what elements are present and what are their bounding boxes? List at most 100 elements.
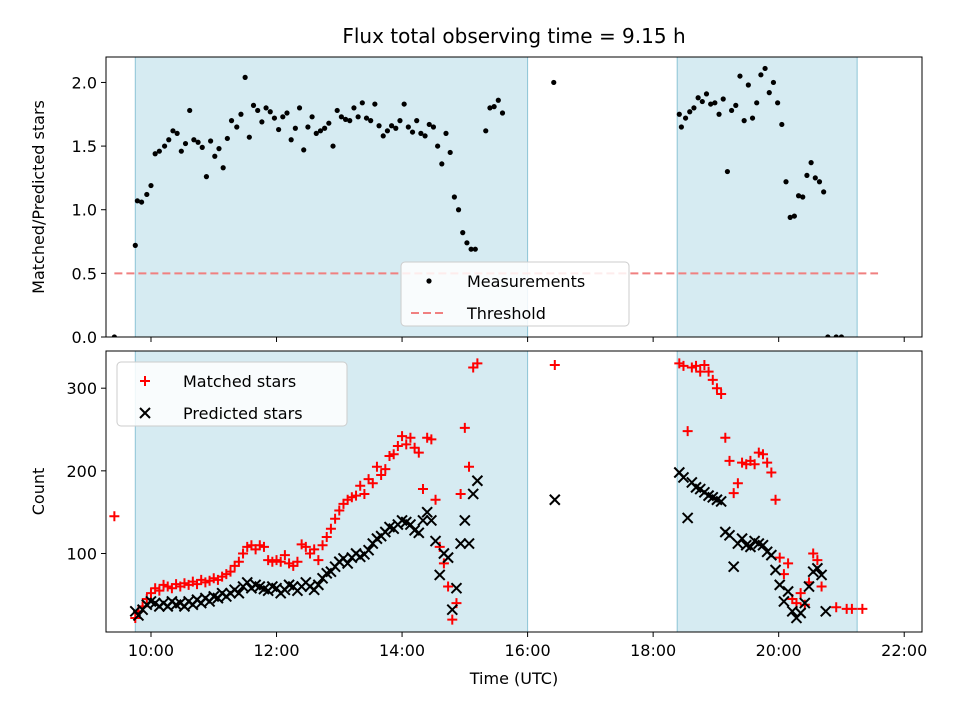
measurement-point	[483, 128, 489, 134]
measurement-point	[161, 143, 168, 149]
measurement-point	[779, 121, 785, 128]
legend-label: Predicted stars	[183, 404, 303, 423]
measurement-point	[363, 115, 370, 121]
measurement-point	[166, 137, 172, 143]
y-tick-label: 0.0	[72, 328, 97, 347]
measurement-point	[495, 97, 501, 103]
measurement-point	[491, 104, 497, 110]
predicted-star-point	[799, 597, 811, 609]
legend: Measurements Threshold	[400, 261, 630, 327]
measurement-point	[439, 161, 445, 167]
matched-star-point	[795, 588, 806, 599]
matched-star-point	[388, 449, 399, 460]
matched-star-point	[732, 478, 743, 489]
measurement-point	[224, 135, 230, 142]
measurement-point	[783, 179, 789, 185]
plot-area	[109, 358, 868, 625]
measurement-point	[376, 123, 382, 129]
measurement-point	[267, 109, 273, 115]
predicted-star-point	[757, 539, 769, 551]
measurement-point	[203, 174, 210, 180]
measurement-point	[250, 102, 257, 108]
matched-star-point	[682, 426, 693, 437]
predicted-star-point	[312, 579, 325, 591]
observing-window-2	[676, 350, 858, 633]
x-tick-label: 22:00	[881, 641, 927, 660]
axes-frame	[105, 350, 923, 633]
predicted-star-point	[459, 514, 471, 527]
legend: Matched stars Predicted stars	[116, 361, 348, 427]
predicted-star-point	[132, 609, 145, 622]
measurement-point	[305, 124, 311, 130]
matched-star-point	[699, 360, 710, 371]
measurement-point	[296, 105, 303, 111]
measurement-point	[741, 118, 747, 124]
matched-star-point	[300, 541, 311, 552]
measurement-point	[451, 194, 457, 200]
legend-marker-x	[139, 407, 151, 419]
measurement-point	[191, 137, 197, 143]
measurement-point	[393, 125, 399, 131]
y-tick-label: 200	[66, 462, 97, 481]
measurement-point	[384, 128, 391, 134]
measurement-point	[724, 168, 731, 175]
measurement-point	[691, 105, 697, 111]
measurement-point	[351, 105, 357, 111]
predicted-star-point	[434, 569, 446, 581]
matched-star-point	[720, 432, 731, 443]
measurement-point	[426, 121, 432, 128]
measurement-point	[330, 143, 336, 149]
predicted-star-point	[467, 488, 479, 500]
measurement-point	[208, 138, 214, 144]
measurement-point	[838, 334, 845, 337]
measurement-point	[355, 114, 361, 120]
legend-box	[400, 261, 630, 327]
measurement-point	[263, 105, 269, 111]
measurement-point	[422, 133, 428, 139]
measurement-point	[187, 107, 193, 114]
predicted-star-point	[744, 541, 757, 553]
matched-star-point	[309, 544, 320, 555]
measurement-point	[472, 246, 478, 252]
predicted-star-point	[446, 603, 458, 616]
legend-box	[116, 361, 348, 427]
x-tick-label: 12:00	[253, 641, 299, 660]
measurement-point	[380, 133, 386, 139]
predicted-star-point	[454, 537, 467, 550]
measurement-point	[775, 100, 781, 106]
x-axis-label: Time (UTC)	[469, 669, 558, 688]
matched-star-point	[812, 555, 823, 566]
predicted-star-point	[417, 514, 429, 527]
matched-star-point	[313, 555, 324, 566]
y-tick-label: 100	[66, 544, 97, 563]
measurement-point	[762, 65, 768, 72]
measurement-point	[148, 182, 154, 189]
measurement-point	[288, 137, 294, 143]
matched-star-point	[808, 548, 819, 559]
predicted-star-point	[341, 557, 354, 570]
matched-star-point	[774, 552, 785, 563]
matched-star-point	[225, 566, 236, 577]
measurement-point	[111, 334, 117, 337]
predicted-star-point	[774, 579, 786, 591]
measurement-point	[280, 114, 286, 120]
y-tick-label: 2.0	[72, 73, 97, 92]
predicted-star-point	[786, 605, 798, 618]
measurement-point	[242, 74, 248, 80]
top-panel: 0.0 0.5 1.0 1.5 2.0 Flux total observing time…	[29, 24, 923, 347]
measurement-point	[338, 114, 344, 120]
predicted-star-point	[425, 514, 438, 527]
matched-star-point	[716, 388, 727, 399]
predicted-star-point	[450, 582, 463, 594]
measurement-point	[199, 144, 205, 150]
x-tick-label: 10:00	[128, 641, 174, 660]
measurement-point	[228, 118, 235, 124]
matched-star-point	[762, 457, 773, 468]
y-tick-label: 1.0	[72, 201, 97, 220]
measurement-point	[716, 111, 722, 117]
matched-star-point	[549, 360, 560, 371]
measurement-point	[152, 151, 158, 157]
matched-star-point	[380, 464, 391, 475]
x-tick-label: 14:00	[379, 641, 425, 660]
measurement-point	[749, 115, 756, 121]
